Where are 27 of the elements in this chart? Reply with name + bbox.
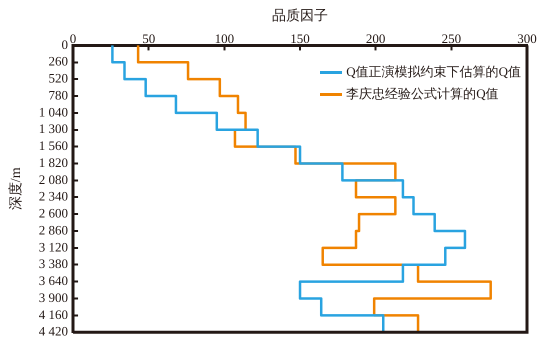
x-axis-title: 品质因子 bbox=[272, 8, 328, 24]
y-tick-label: 1 040 bbox=[38, 104, 68, 120]
y-tick-label: 2 340 bbox=[38, 188, 68, 204]
x-tick-label: 300 bbox=[517, 31, 537, 46]
y-tick-label: 1 560 bbox=[38, 138, 68, 154]
y-tick-label: 1 300 bbox=[38, 121, 68, 136]
y-axis-title: 深度/m bbox=[8, 167, 24, 210]
x-tick-label: 100 bbox=[214, 31, 234, 46]
y-tick-label: 2 860 bbox=[38, 222, 68, 238]
y-tick-label: 3 900 bbox=[38, 290, 68, 305]
y-tick-label: 780 bbox=[48, 87, 68, 102]
y-tick-label: 260 bbox=[48, 54, 68, 69]
legend-label: 李庆忠经验公式计算的Q值 bbox=[346, 85, 499, 104]
y-tick-label: 2 600 bbox=[38, 206, 68, 221]
y-tick-label: 1 820 bbox=[38, 154, 68, 170]
y-tick-label: 3 380 bbox=[38, 256, 68, 272]
x-tick-label: 200 bbox=[366, 31, 386, 46]
y-tick-label: 3 640 bbox=[38, 273, 68, 288]
y-tick-label: 3 120 bbox=[38, 239, 68, 254]
legend-label: Q值正演模拟约束下估算的Q值 bbox=[346, 63, 521, 82]
x-tick-label: 50 bbox=[142, 31, 156, 46]
y-tick-label: 2 080 bbox=[38, 172, 68, 187]
y-tick-label: 4 420 bbox=[38, 324, 68, 339]
y-tick-label: 520 bbox=[48, 70, 68, 86]
y-tick-label: 4 160 bbox=[38, 306, 68, 322]
x-tick-label: 250 bbox=[442, 31, 462, 46]
x-tick-label: 150 bbox=[290, 31, 310, 46]
